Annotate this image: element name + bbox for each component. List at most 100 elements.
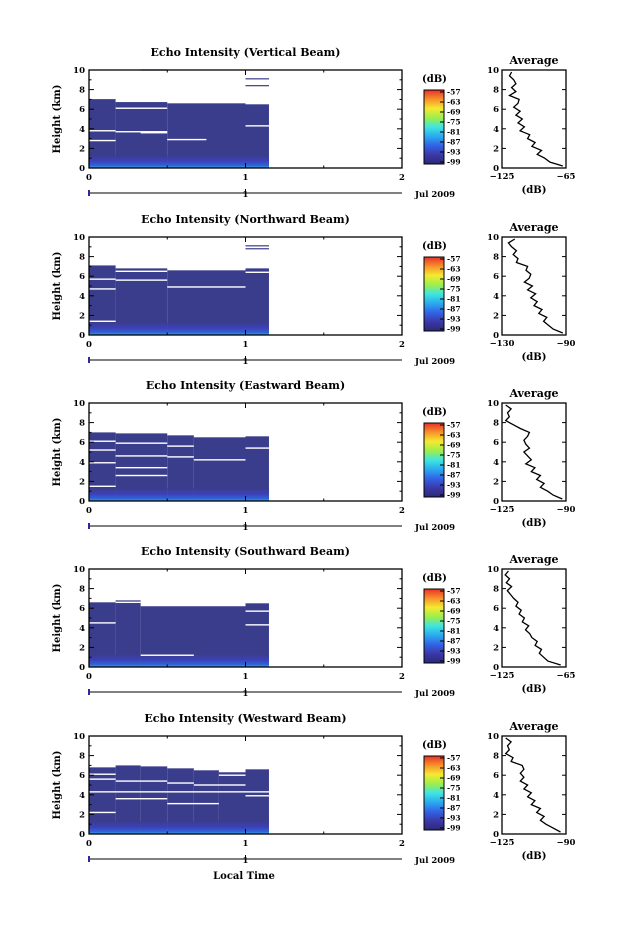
data-gap <box>89 778 116 780</box>
y-tick-label: 0 <box>79 497 85 507</box>
surface-echo <box>245 322 269 335</box>
profile-x-label: (dB) <box>522 684 547 695</box>
date-tick-label: 1 <box>243 523 249 533</box>
y-tick-label: 0 <box>79 164 85 174</box>
profile-y-tick-label: 10 <box>487 399 499 409</box>
colorbar <box>423 422 445 498</box>
profile-x-tick-label: −125 <box>490 671 515 681</box>
colorbar-tick-label: -69 <box>447 774 461 783</box>
colorbar-tick-label: -57 <box>447 255 461 264</box>
colorbar <box>423 89 445 165</box>
profile-line <box>504 570 561 666</box>
data-gap <box>115 100 168 103</box>
colorbar-tick-label: -99 <box>447 325 461 334</box>
surface-echo <box>89 654 116 667</box>
date-label: Jul 2009 <box>414 856 455 866</box>
y-tick-label: 0 <box>79 331 85 341</box>
data-gap <box>245 447 269 449</box>
colorbar <box>423 755 445 831</box>
colorbar-tick-label: -87 <box>447 637 461 646</box>
surface-echo <box>245 821 269 834</box>
profile-frame <box>501 402 567 502</box>
colorbar-tick-label: -69 <box>447 275 461 284</box>
surface-echo <box>193 488 246 501</box>
data-gap <box>167 802 219 805</box>
profile-x-tick-label: −90 <box>557 838 576 848</box>
profile-y-tick-label: 2 <box>493 810 499 820</box>
colorbar-tick-label: -93 <box>447 647 461 656</box>
surface-echo <box>115 821 141 834</box>
data-gap <box>115 466 168 469</box>
surface-echo <box>115 322 168 335</box>
profile-x-tick-label: −65 <box>557 671 576 681</box>
x-tick-label: 1 <box>243 173 249 183</box>
surface-echo <box>245 155 269 168</box>
y-axis-label: Height (km) <box>52 252 63 321</box>
y-tick-label: 2 <box>79 144 85 154</box>
colorbar-tick-label: -69 <box>447 441 461 450</box>
profile-x-label: (dB) <box>522 185 547 196</box>
profile-y-tick-label: 4 <box>493 791 499 801</box>
surface-echo <box>245 654 269 667</box>
profile-y-tick-label: 10 <box>487 732 499 742</box>
data-gap <box>140 654 194 656</box>
y-tick-label: 8 <box>79 585 85 595</box>
data-gap <box>218 774 246 776</box>
profile-y-tick-label: 0 <box>493 497 499 507</box>
panel-title: Echo Intensity (Vertical Beam) <box>150 46 340 59</box>
date-label: Jul 2009 <box>414 190 455 200</box>
profile-x-tick-label: −125 <box>490 505 515 515</box>
profile-x-label: (dB) <box>522 352 547 363</box>
profile-y-tick-label: 8 <box>493 419 499 429</box>
data-gap <box>89 288 116 290</box>
surface-echo <box>115 488 168 501</box>
profile-x-tick-label: −90 <box>557 339 576 349</box>
x-tick-label: 1 <box>243 839 249 849</box>
y-axis-label: Height (km) <box>52 418 63 487</box>
colorbar-tick-label: -63 <box>447 431 461 440</box>
profile-y-tick-label: 6 <box>493 604 499 614</box>
data-gap <box>167 782 194 784</box>
surface-echo <box>245 488 269 501</box>
colorbar-tick-label: -57 <box>447 421 461 430</box>
profile-y-tick-label: 6 <box>493 105 499 115</box>
profile-y-tick-label: 8 <box>493 86 499 96</box>
data-gap <box>89 811 116 814</box>
surface-echo <box>167 322 246 335</box>
date-tick-label: 1 <box>243 190 249 200</box>
echo-column <box>245 769 269 834</box>
upper-echo <box>245 85 269 87</box>
data-gap <box>167 286 246 288</box>
data-gap <box>245 624 269 626</box>
data-gap <box>245 125 269 127</box>
x-tick-label: 1 <box>243 506 249 516</box>
y-tick-label: 2 <box>79 810 85 820</box>
date-label: Jul 2009 <box>414 523 455 533</box>
profile-x-label: (dB) <box>522 518 547 529</box>
x-tick-label: 2 <box>399 173 405 183</box>
colorbar-tick-label: -99 <box>447 657 461 666</box>
y-axis-label: Height (km) <box>52 584 63 653</box>
colorbar-tick-label: -99 <box>447 824 461 833</box>
profile-title: Average <box>508 387 558 400</box>
profile-y-tick-label: 0 <box>493 331 499 341</box>
colorbar-tick-label: -87 <box>447 471 461 480</box>
colorbar-tick-label: -75 <box>447 451 461 460</box>
data-gap <box>193 784 246 786</box>
y-tick-label: 6 <box>79 105 85 115</box>
data-gap <box>167 445 194 447</box>
colorbar-tick-label: -57 <box>447 587 461 596</box>
colorbar-tick-label: -93 <box>447 148 461 157</box>
profile-y-tick-label: 8 <box>493 585 499 595</box>
upper-echo <box>245 248 269 250</box>
profile-y-tick-label: 2 <box>493 311 499 321</box>
data-gap <box>115 270 168 272</box>
colorbar-tick-label: -57 <box>447 88 461 97</box>
profile-title: Average <box>508 54 558 67</box>
y-tick-label: 6 <box>79 438 85 448</box>
panel-title: Echo Intensity (Eastward Beam) <box>146 379 345 392</box>
data-gap <box>89 278 116 280</box>
date-tick-label: 1 <box>243 357 249 367</box>
